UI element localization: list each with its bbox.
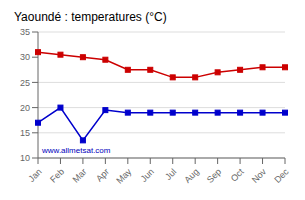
- svg-text:Jan: Jan: [26, 167, 43, 184]
- svg-text:10: 10: [20, 153, 30, 163]
- svg-text:15: 15: [20, 128, 30, 138]
- svg-text:Sep: Sep: [205, 167, 223, 185]
- svg-text:Jun: Jun: [139, 167, 156, 184]
- svg-text:Dec: Dec: [272, 166, 291, 185]
- svg-text:Feb: Feb: [48, 167, 66, 185]
- svg-text:Aug: Aug: [182, 167, 200, 185]
- svg-text:Mar: Mar: [71, 167, 89, 185]
- svg-text:25: 25: [20, 78, 30, 88]
- svg-text:Oct: Oct: [229, 166, 246, 183]
- html-text:Yaoundé : temperatures (°C): Yaoundé : temperatures (°C): [14, 10, 167, 24]
- svg-text:30: 30: [20, 52, 30, 62]
- svg-text:20: 20: [20, 103, 30, 113]
- svg-text:Jul: Jul: [163, 167, 178, 182]
- svg-text:35: 35: [20, 27, 30, 37]
- svg-text:Nov: Nov: [250, 166, 269, 185]
- html-text:www.allmetsat.com: www.allmetsat.com: [42, 146, 111, 155]
- svg-text:May: May: [114, 166, 133, 185]
- svg-text:Apr: Apr: [94, 167, 111, 184]
